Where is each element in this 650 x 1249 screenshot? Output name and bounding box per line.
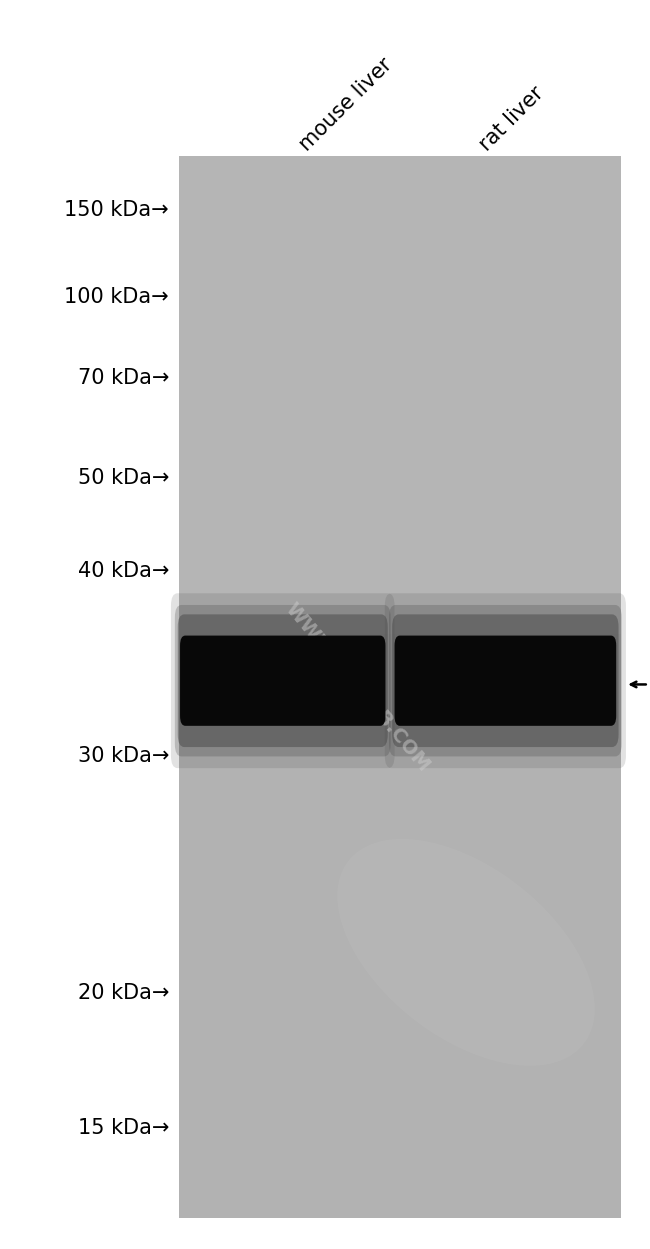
FancyBboxPatch shape <box>392 615 619 747</box>
FancyBboxPatch shape <box>175 605 391 757</box>
Text: rat liver: rat liver <box>476 82 548 155</box>
Text: WWW.PTGLAB.COM: WWW.PTGLAB.COM <box>281 600 434 774</box>
Text: 20 kDa→: 20 kDa→ <box>77 983 169 1003</box>
Bar <box>179 156 621 634</box>
FancyBboxPatch shape <box>389 605 621 757</box>
FancyBboxPatch shape <box>180 636 385 726</box>
FancyBboxPatch shape <box>177 615 387 747</box>
Text: 150 kDa→: 150 kDa→ <box>64 200 169 220</box>
Text: 70 kDa→: 70 kDa→ <box>77 368 169 388</box>
Text: 50 kDa→: 50 kDa→ <box>77 468 169 488</box>
FancyBboxPatch shape <box>385 593 626 768</box>
Text: 100 kDa→: 100 kDa→ <box>64 287 169 307</box>
Text: 15 kDa→: 15 kDa→ <box>77 1118 169 1138</box>
FancyBboxPatch shape <box>171 593 395 768</box>
Text: 40 kDa→: 40 kDa→ <box>77 561 169 581</box>
Text: mouse liver: mouse liver <box>296 55 396 155</box>
Bar <box>179 156 621 1218</box>
FancyBboxPatch shape <box>395 636 616 726</box>
Ellipse shape <box>337 839 595 1065</box>
Text: 30 kDa→: 30 kDa→ <box>77 746 169 766</box>
